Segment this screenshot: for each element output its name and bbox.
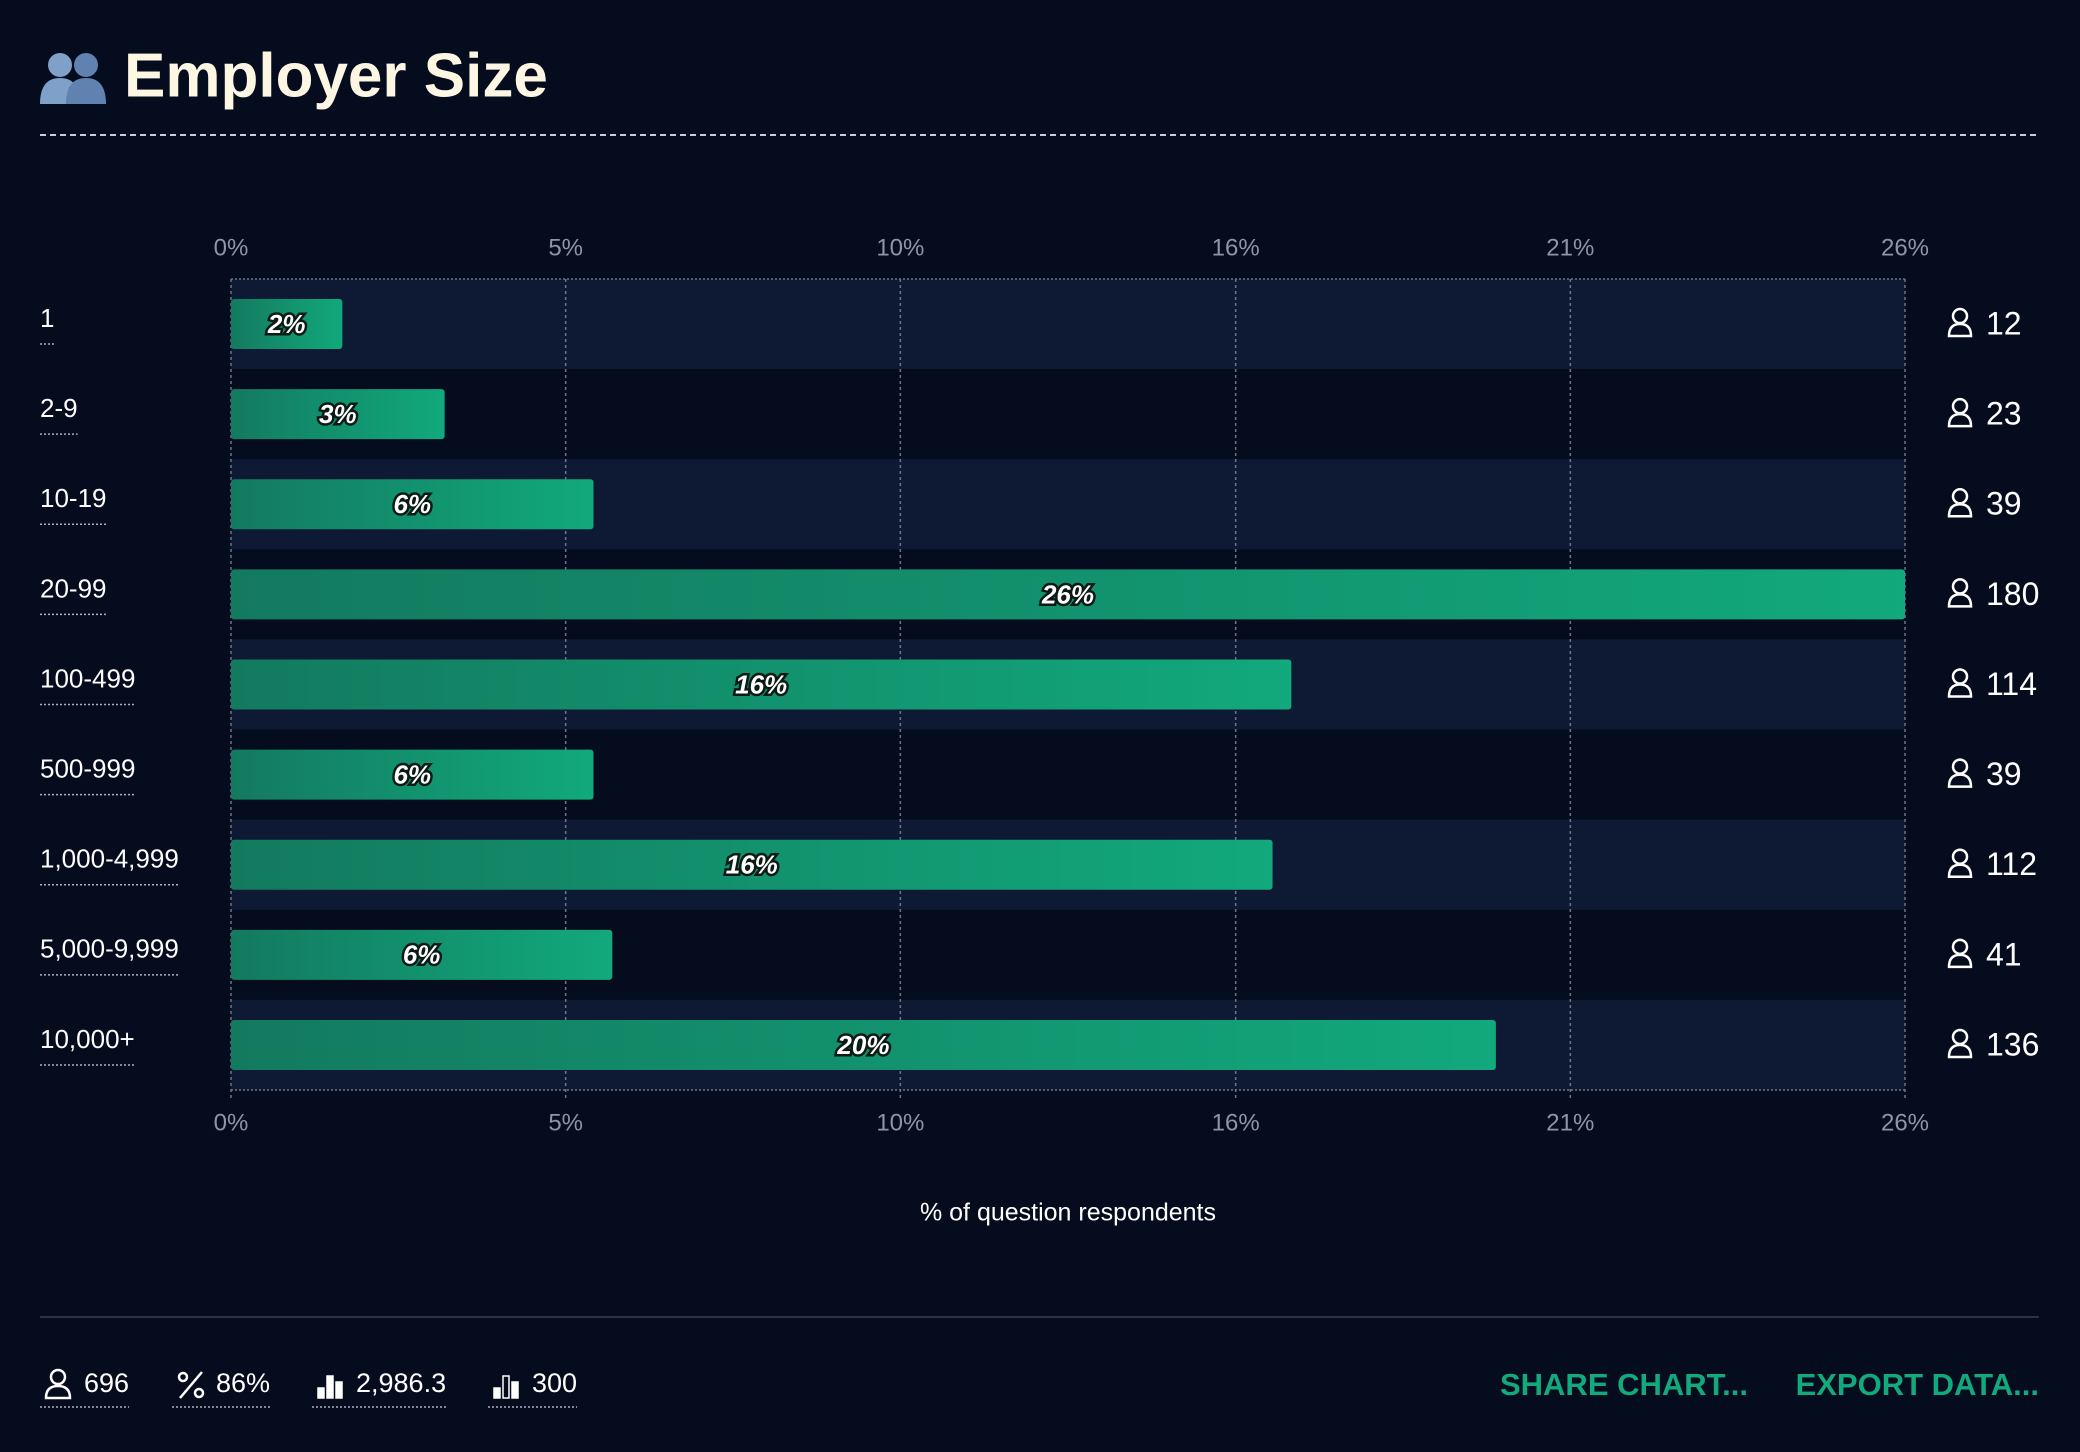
category-label: 1,000-4,999: [40, 844, 179, 874]
person-body: [1947, 503, 1973, 518]
bar: [231, 479, 594, 530]
count-label: 114: [1986, 666, 2037, 702]
icon-part: [493, 1387, 501, 1399]
count-label: 41: [1986, 936, 2022, 972]
bar-label: 26%: [1041, 579, 1094, 609]
icon-part: [193, 1387, 205, 1399]
bar-label: 6%: [393, 759, 431, 789]
category-label: 5,000-9,999: [40, 934, 179, 964]
x-tick-label: 21%: [1546, 234, 1594, 261]
stat-icon: [177, 1371, 205, 1399]
count-label: 136: [1986, 1026, 2039, 1062]
bar-label: 6%: [403, 940, 441, 970]
icon-part: [44, 1384, 72, 1400]
icon-part: [511, 1381, 519, 1399]
person-body: [1947, 412, 1973, 428]
person-body: [1947, 773, 1973, 788]
category-label: 500-999: [40, 753, 135, 783]
title-icon: [40, 53, 106, 104]
person-body: [1947, 322, 1973, 338]
person-icon: [1947, 397, 1973, 428]
person-body: [1947, 863, 1973, 878]
bar: [231, 1019, 1496, 1070]
count-label: 12: [1986, 306, 2022, 342]
bar-label: 3%: [319, 399, 357, 429]
chart: 0% 0% 5% 5% 10% 10% 16% 16% 21% 21% 26% 26% 1 2% 12 2-9…: [40, 234, 2039, 1227]
x-tick-label: 26%: [1881, 1109, 1929, 1136]
x-tick-label: 16%: [1212, 234, 1260, 261]
bar: [231, 659, 1292, 710]
footer: 696 86% 2,986.3 300 SHARE CHART... EXPORT DAT…: [40, 1367, 2039, 1408]
bar: [231, 929, 613, 980]
x-tick-label: 10%: [876, 234, 924, 261]
stat-value[interactable]: 696: [84, 1368, 129, 1398]
x-tick-label: 21%: [1546, 1109, 1594, 1136]
count-label: 112: [1986, 846, 2037, 882]
category-label: 1: [40, 303, 54, 333]
person-icon: [1947, 307, 1973, 338]
count-label: 39: [1986, 756, 2022, 792]
person-body: [1947, 1043, 1973, 1059]
category-label: 10,000+: [40, 1024, 135, 1054]
share-button[interactable]: SHARE CHART...: [1500, 1367, 1748, 1402]
person-body: [1947, 683, 1973, 698]
icon-part: [49, 1368, 67, 1386]
person-body: [1947, 953, 1973, 969]
person-icon: [1947, 938, 1973, 969]
person-icon: [1947, 1028, 1973, 1059]
count-label: 23: [1986, 396, 2022, 432]
x-tick-label: 5%: [548, 1109, 583, 1136]
stat-value[interactable]: 2,986.3: [356, 1368, 446, 1398]
person-body: [1947, 593, 1973, 608]
row-band: [231, 279, 1905, 370]
bar-label: 16%: [726, 850, 778, 880]
x-axis-title: % of question respondents: [920, 1199, 1216, 1227]
category-label: 2-9: [40, 393, 78, 423]
bar-label: 20%: [836, 1030, 889, 1060]
bar: [231, 839, 1273, 890]
icon-part: [326, 1375, 334, 1399]
bar-label: 6%: [393, 489, 431, 519]
icon-part: [317, 1387, 325, 1399]
x-tick-label: 0%: [214, 1109, 249, 1136]
bar: [231, 749, 594, 800]
icon-part: [177, 1371, 189, 1383]
x-tick-label: 0%: [214, 234, 249, 261]
icon-part: [335, 1381, 343, 1399]
icon-part: [179, 1371, 203, 1399]
category-label: 20-99: [40, 573, 107, 603]
x-tick-label: 26%: [1881, 234, 1929, 261]
bar: [231, 389, 445, 440]
stat-value[interactable]: 300: [532, 1368, 577, 1398]
stat-icon: [44, 1368, 72, 1400]
x-tick-label: 10%: [876, 1109, 924, 1136]
person-icon: [1947, 758, 1973, 788]
bar-label: 2%: [267, 309, 306, 339]
count-label: 39: [1986, 486, 2022, 522]
category-label: 100-499: [40, 663, 135, 693]
count-label: 180: [1986, 576, 2039, 612]
person-icon: [1947, 578, 1973, 608]
person-icon: [1947, 668, 1973, 698]
person-icon: [1947, 848, 1973, 878]
icon-part: [502, 1375, 510, 1399]
category-label: 10-19: [40, 483, 107, 513]
stat-value[interactable]: 86%: [216, 1368, 270, 1398]
bar: [231, 299, 343, 350]
bar: [231, 569, 1905, 620]
title: Employer Size: [124, 41, 548, 110]
x-tick-label: 16%: [1212, 1109, 1260, 1136]
export-button[interactable]: EXPORT DATA...: [1796, 1367, 2039, 1402]
stat-icon: [317, 1375, 343, 1399]
bar-label: 16%: [735, 669, 787, 699]
stat-icon: [493, 1375, 519, 1399]
person-icon: [1947, 488, 1973, 518]
x-tick-label: 5%: [548, 234, 583, 261]
